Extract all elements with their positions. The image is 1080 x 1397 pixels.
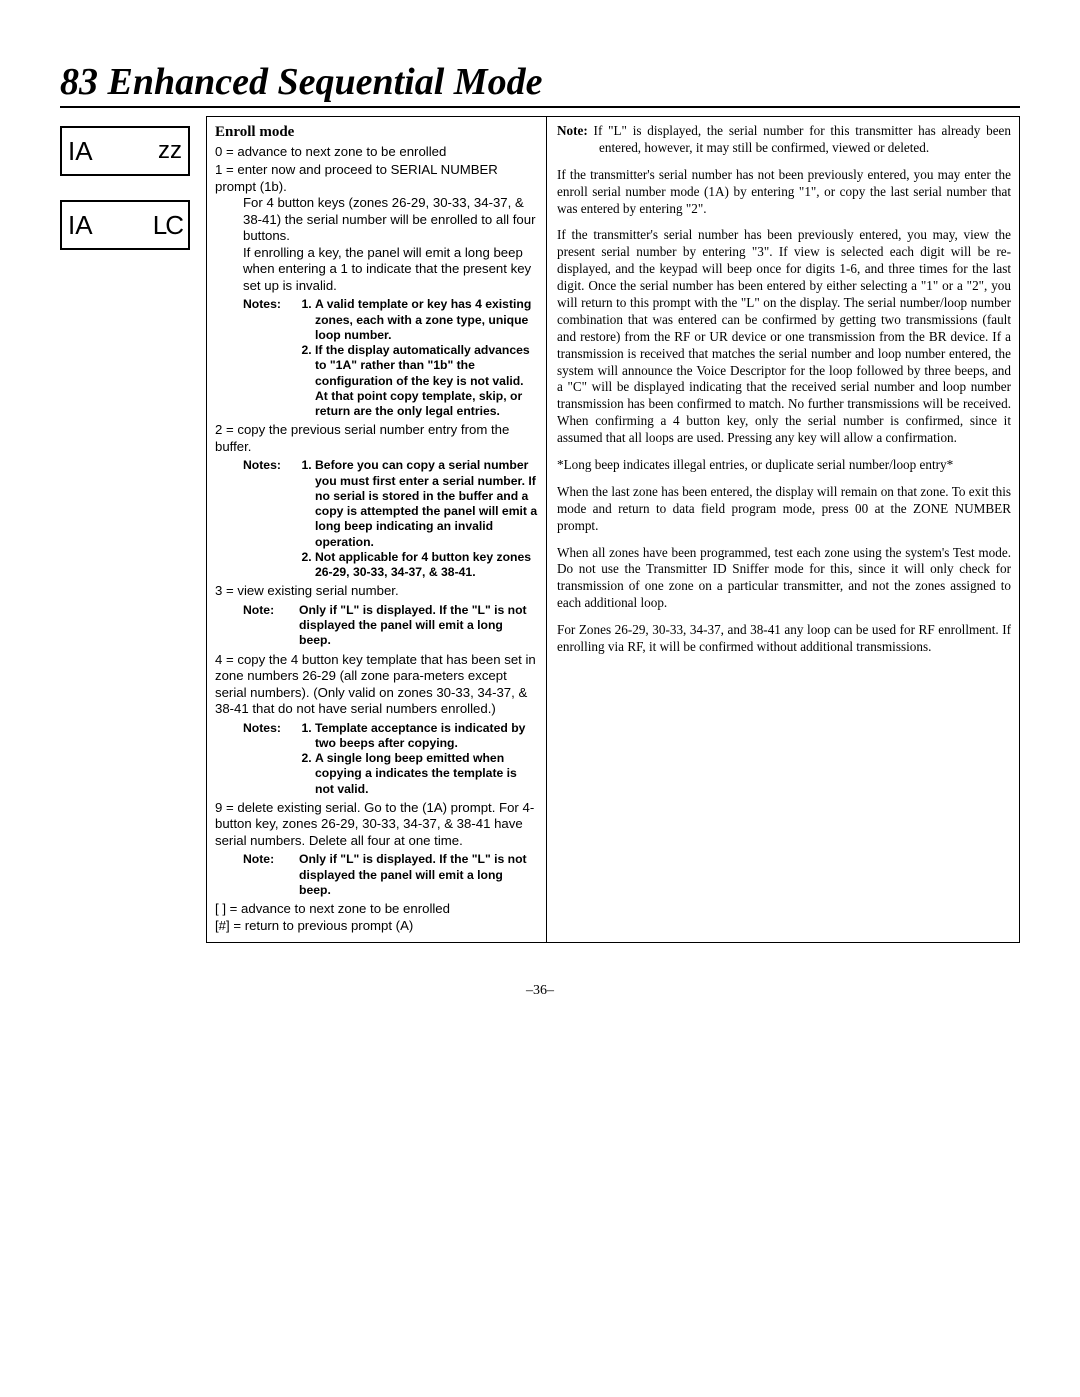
lcd2-left: IA <box>68 210 153 241</box>
lcd-display-2: IA LC <box>60 200 190 250</box>
opt-1: 1 = enter now and proceed to SERIAL NUMB… <box>215 162 538 195</box>
description-column: Note: If "L" is displayed, the serial nu… <box>547 117 1019 942</box>
note-9: Note: Only if "L" is displayed. If the "… <box>243 852 538 898</box>
lcd-column: IA zz IA LC <box>60 116 206 943</box>
lcd2-right: LC <box>153 210 182 241</box>
content-table: Enroll mode 0 = advance to next zone to … <box>206 116 1020 943</box>
notes-4: Notes: Template acceptance is indicated … <box>243 721 538 797</box>
right-p1: If the transmitter's serial number has n… <box>557 167 1011 218</box>
right-note0: Note: If "L" is displayed, the serial nu… <box>557 123 1011 157</box>
right-p5: When all zones have been programmed, tes… <box>557 545 1011 613</box>
lcd-display-1: IA zz <box>60 126 190 176</box>
opt-1c: If enrolling a key, the panel will emit … <box>215 245 538 295</box>
opt-3: 3 = view existing serial number. <box>215 583 538 600</box>
note3-text: Only if "L" is displayed. If the "L" is … <box>299 603 538 649</box>
right-p2: If the transmitter's serial number has b… <box>557 227 1011 447</box>
right-note0-text: If "L" is displayed, the serial number f… <box>594 123 1011 155</box>
note-3: Note: Only if "L" is displayed. If the "… <box>243 603 538 649</box>
lcd1-right: zz <box>158 137 182 165</box>
right-p3: *Long beep indicates illegal entries, or… <box>557 457 1011 474</box>
notes1-2: If the display automatically advances to… <box>315 343 538 419</box>
notes-label-4: Notes: <box>243 721 299 797</box>
note9-text: Only if "L" is displayed. If the "L" is … <box>299 852 538 898</box>
opt-1b: For 4 button keys (zones 26-29, 30-33, 3… <box>215 195 538 245</box>
notes2-1: Before you can copy a serial number you … <box>315 458 538 550</box>
enroll-heading: Enroll mode <box>215 123 538 142</box>
notes2-2: Not applicable for 4 button key zones 26… <box>315 550 538 581</box>
notes-label-2: Notes: <box>243 458 299 580</box>
right-p6: For Zones 26-29, 30-33, 34-37, and 38-41… <box>557 622 1011 656</box>
notes1-1: A valid template or key has 4 existing z… <box>315 297 538 343</box>
notes-2: Notes: Before you can copy a serial numb… <box>243 458 538 580</box>
page-title: 83 Enhanced Sequential Mode <box>60 60 1020 108</box>
page-number: –36– <box>60 983 1020 999</box>
opt-9: 9 = delete existing serial. Go to the (1… <box>215 800 538 850</box>
notes-1: Notes: A valid template or key has 4 exi… <box>243 297 538 419</box>
right-note0-label: Note: <box>557 123 594 138</box>
main-content: IA zz IA LC Enroll mode 0 = advance to n… <box>60 116 1020 943</box>
enroll-column: Enroll mode 0 = advance to next zone to … <box>207 117 547 942</box>
opt-star: [ ] = advance to next zone to be enrolle… <box>215 901 538 918</box>
opt-4: 4 = copy the 4 button key template that … <box>215 652 538 718</box>
opt-0: 0 = advance to next zone to be enrolled <box>215 144 538 161</box>
notes4-1: Template acceptance is indicated by two … <box>315 721 538 752</box>
opt-2: 2 = copy the previous serial number entr… <box>215 422 538 455</box>
right-p4: When the last zone has been entered, the… <box>557 484 1011 535</box>
opt-hash: [#] = return to previous prompt (A) <box>215 918 538 935</box>
notes4-2: A single long beep emitted when copying … <box>315 751 538 797</box>
note-label-3: Note: <box>243 603 299 649</box>
note-label-9: Note: <box>243 852 299 898</box>
notes-label: Notes: <box>243 297 299 419</box>
lcd1-left: IA <box>68 136 158 167</box>
opt1-line: 1 = enter now and proceed to SERIAL NUMB… <box>215 162 498 194</box>
